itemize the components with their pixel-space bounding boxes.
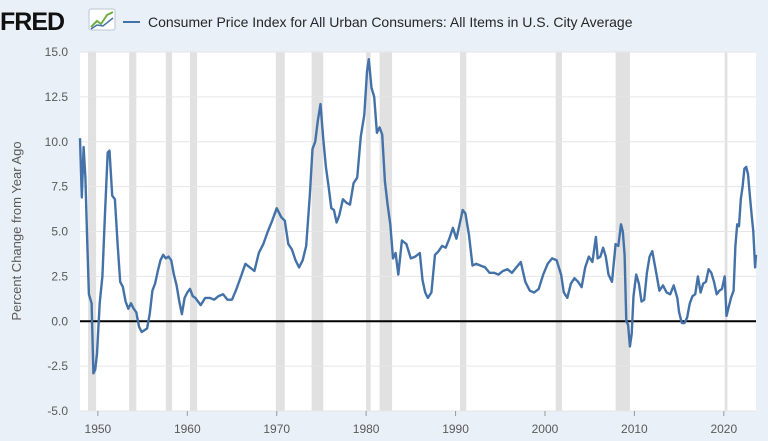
legend-entry: Consumer Price Index for All Urban Consu… (148, 14, 633, 30)
y-tick-label: 12.5 (45, 90, 69, 104)
y-tick-label: 7.5 (51, 180, 68, 194)
x-tick-label: 1950 (85, 422, 112, 436)
y-axis-ticks: -5.0 -2.5 0.0 2.5 5.0 7.5 10.0 12.5 15.0 (45, 45, 69, 418)
y-tick-label: 10.0 (45, 135, 69, 149)
series-line-cpi (78, 58, 758, 375)
x-tick-label: 1970 (263, 422, 290, 436)
y-tick-label: 5.0 (51, 225, 68, 239)
fred-logo-graph-icon (88, 8, 116, 31)
y-tick-label: 2.5 (51, 269, 68, 283)
x-tick-label: 2020 (710, 422, 737, 436)
y-axis-label: Percent Change from Year Ago (9, 141, 24, 320)
y-tick-label: 0.0 (51, 314, 68, 328)
x-tick-label: 2000 (532, 422, 559, 436)
x-tick-label: 1960 (174, 422, 201, 436)
x-tick-label: 2010 (621, 422, 648, 436)
y-tick-label: -5.0 (47, 404, 68, 418)
fred-logo[interactable]: FRED (0, 8, 65, 36)
y-tick-label: 15.0 (45, 45, 69, 59)
y-tick-label: -2.5 (47, 359, 68, 373)
x-axis-ticks: 1950 1960 1970 1980 1990 2000 2010 2020 (85, 411, 737, 436)
x-tick-label: 1980 (353, 422, 380, 436)
x-tick-label: 1990 (442, 422, 469, 436)
